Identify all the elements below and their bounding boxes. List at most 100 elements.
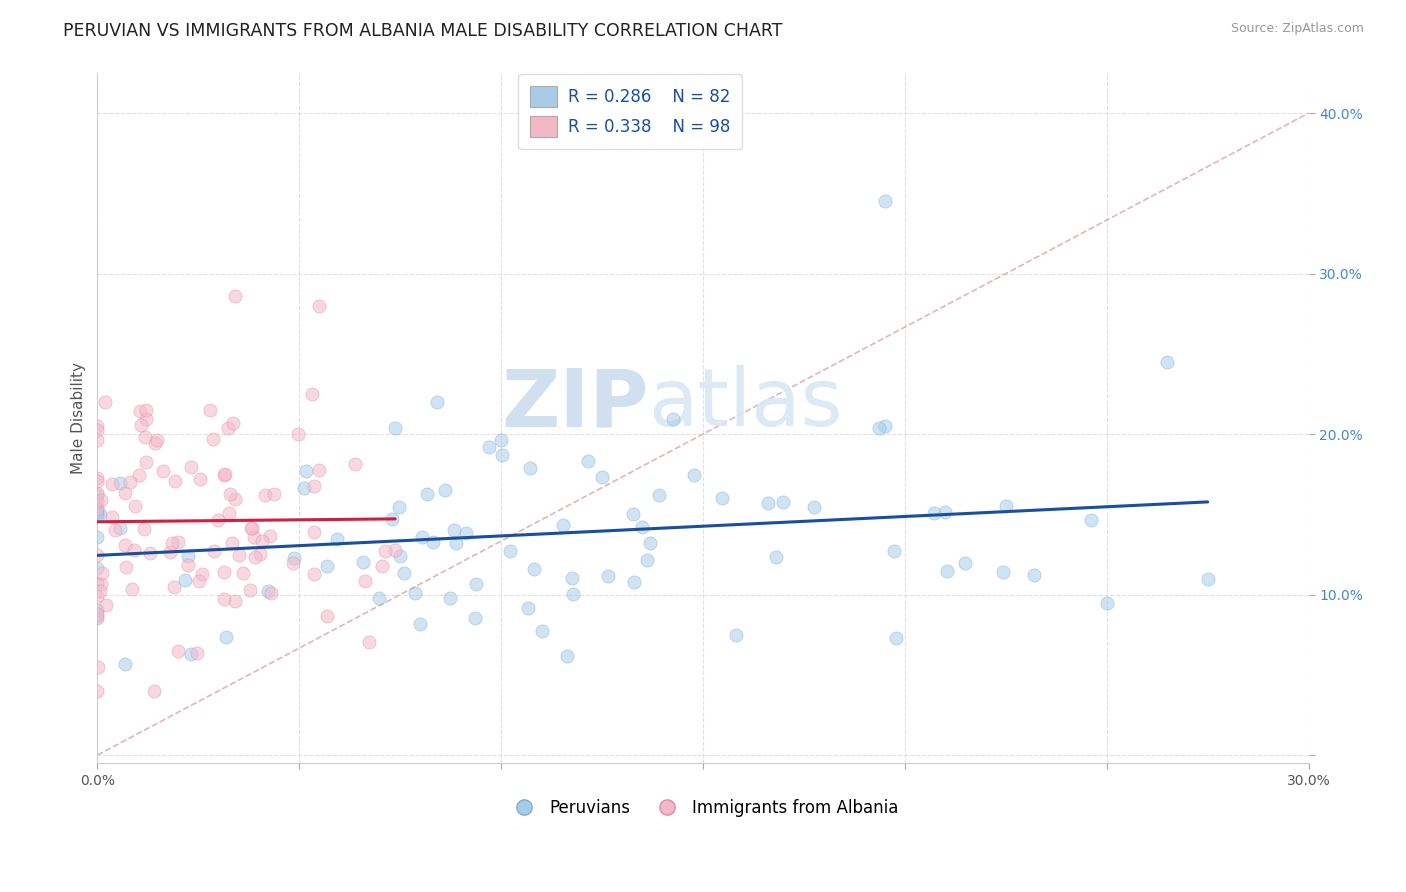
Point [683, 468, 706, 483]
Point [121, 582, 143, 596]
Point [124, 499, 146, 513]
Point [316, 609, 339, 624]
Point [152, 464, 174, 478]
Point [86, 548, 108, 562]
Point [180, 459, 202, 474]
Point [110, 521, 132, 535]
Point [96, 599, 118, 613]
Point [118, 475, 141, 489]
Point [245, 550, 267, 565]
Point [287, 427, 309, 442]
Point [591, 469, 613, 483]
Point [394, 566, 416, 580]
Point [523, 562, 546, 576]
Point [426, 395, 449, 409]
Point [263, 486, 285, 500]
Point [434, 483, 457, 497]
Point [207, 513, 229, 527]
Point [343, 458, 366, 472]
Point [381, 512, 404, 526]
Point [86, 488, 108, 502]
Point [86, 474, 108, 488]
Point [662, 412, 685, 426]
Point [353, 574, 375, 588]
Point [308, 299, 330, 313]
Point [281, 556, 304, 570]
Point [1156, 355, 1178, 369]
Point [90, 566, 112, 581]
Point [89, 492, 111, 507]
Point [352, 555, 374, 569]
Point [167, 644, 190, 658]
Point [884, 632, 907, 646]
Point [128, 467, 150, 482]
Point [86, 494, 108, 508]
Point [384, 421, 406, 435]
Point [139, 546, 162, 560]
Point [621, 508, 644, 522]
Point [1197, 572, 1219, 586]
Point [489, 434, 512, 448]
Point [114, 657, 136, 671]
Point [86, 500, 108, 514]
Point [129, 404, 152, 418]
Point [135, 411, 157, 425]
Point [765, 549, 787, 564]
Point [186, 646, 208, 660]
Point [86, 505, 108, 519]
Point [86, 603, 108, 617]
Point [1095, 596, 1118, 610]
Point [202, 432, 225, 446]
Point [239, 582, 262, 597]
Point [114, 485, 136, 500]
Point [953, 557, 976, 571]
Point [249, 547, 271, 561]
Point [316, 559, 339, 574]
Point [212, 565, 235, 579]
Point [146, 434, 169, 448]
Point [292, 481, 315, 495]
Point [224, 594, 246, 608]
Point [218, 506, 240, 520]
Text: PERUVIAN VS IMMIGRANTS FROM ALBANIA MALE DISABILITY CORRELATION CHART: PERUVIAN VS IMMIGRANTS FROM ALBANIA MALE… [63, 22, 783, 40]
Point [304, 479, 326, 493]
Point [87, 660, 110, 674]
Point [409, 617, 432, 632]
Point [219, 487, 242, 501]
Point [214, 467, 236, 481]
Point [232, 566, 254, 581]
Point [86, 419, 108, 434]
Point [86, 423, 108, 437]
Point [159, 545, 181, 559]
Point [228, 548, 250, 562]
Point [724, 627, 747, 641]
Point [561, 571, 583, 585]
Point [404, 586, 426, 600]
Point [499, 544, 522, 558]
Point [478, 440, 501, 454]
Point [516, 600, 538, 615]
Point [596, 569, 619, 583]
Point [167, 535, 190, 549]
Point [129, 418, 152, 433]
Point [143, 436, 166, 450]
Point [214, 630, 236, 644]
Point [243, 530, 266, 544]
Point [86, 433, 108, 447]
Point [222, 417, 245, 431]
Point [630, 519, 652, 533]
Point [991, 565, 1014, 579]
Point [174, 573, 197, 587]
Point [202, 544, 225, 558]
Point [1022, 568, 1045, 582]
Point [122, 543, 145, 558]
Point [883, 544, 905, 558]
Point [411, 531, 433, 545]
Point [94, 395, 117, 409]
Point [240, 521, 263, 535]
Point [638, 536, 661, 550]
Point [283, 550, 305, 565]
Point [86, 530, 108, 544]
Point [465, 577, 488, 591]
Text: atlas: atlas [648, 365, 842, 443]
